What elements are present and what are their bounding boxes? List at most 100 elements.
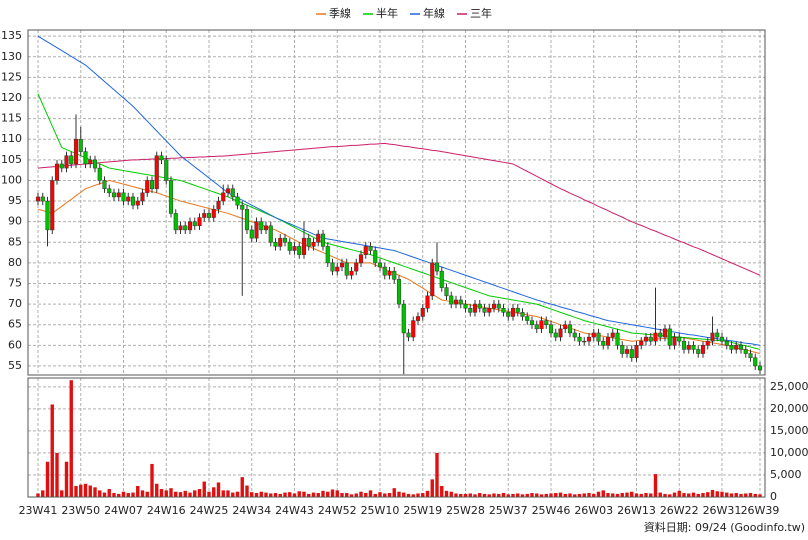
candle-body (710, 332, 715, 342)
volume-bar (216, 482, 221, 497)
volume-bar (64, 461, 69, 497)
volume-bar (606, 493, 610, 497)
volume-bar (620, 493, 624, 497)
volume-bar (615, 493, 620, 497)
candle-body (586, 336, 592, 342)
volume-bar (335, 490, 339, 497)
volume-bar (511, 493, 515, 497)
candle-body (263, 225, 269, 231)
volume-bar (473, 494, 477, 497)
candle-body (69, 155, 74, 165)
candle-body (444, 287, 449, 297)
volume-bar (501, 493, 506, 497)
candle-body (696, 349, 701, 354)
candle-body (64, 155, 69, 169)
volume-bar (625, 492, 629, 497)
candle-body (449, 295, 454, 305)
x-tick-label: 24W07 (104, 504, 143, 517)
candle-body (643, 336, 649, 342)
candle-body (434, 262, 440, 272)
candle-body (240, 204, 245, 210)
volume-bar (79, 484, 83, 497)
candle-body (430, 262, 435, 297)
candle-body (320, 233, 326, 247)
volume-bar (250, 492, 254, 497)
candle-body (525, 316, 530, 321)
candle-body (145, 180, 150, 194)
candle-body (477, 303, 482, 309)
volume-bar (497, 493, 501, 497)
candle-body (572, 332, 577, 338)
volume-bar (387, 493, 392, 497)
volume-bar (221, 490, 225, 497)
volume-bar (359, 491, 363, 497)
candle-body (382, 266, 387, 276)
volume-bar (302, 491, 306, 497)
volume-bar (468, 493, 472, 497)
volume-bar (364, 493, 368, 497)
volume-bar (326, 491, 330, 497)
volume-bar (710, 489, 715, 497)
volume-bar (169, 488, 173, 497)
volume-bar (478, 493, 482, 497)
candle-body (325, 246, 330, 264)
volume-bar (753, 493, 757, 497)
candle-body (648, 336, 653, 342)
volume-bar (254, 493, 259, 497)
volume-bar (544, 493, 548, 497)
volume-bar (240, 477, 244, 497)
volume-bar (145, 491, 149, 497)
candle-body (358, 254, 364, 264)
candle-body (311, 242, 316, 247)
candle-body (615, 332, 620, 346)
candle-body (292, 246, 297, 251)
candle-body (487, 307, 492, 313)
y-tick-label: 130 (1, 50, 22, 63)
volume-bar (587, 493, 591, 497)
volume-bar (454, 493, 458, 497)
x-tick-label: 24W34 (232, 504, 271, 517)
candle-body (73, 138, 79, 165)
volume-bar (178, 492, 183, 497)
volume-bar (131, 492, 135, 497)
y-tick-label: 60 (8, 338, 22, 351)
volume-bar (516, 493, 520, 497)
volume-bar (706, 492, 710, 497)
volume-bar (36, 493, 40, 497)
volume-bar (701, 493, 705, 497)
y-tick-label: 85 (8, 235, 22, 248)
volume-bar (41, 490, 45, 497)
candle-body (97, 167, 102, 181)
candle-body (577, 336, 582, 342)
volume-bar (121, 491, 126, 497)
volume-bar (283, 492, 287, 497)
candle-body (582, 340, 587, 343)
volume-bar (174, 491, 178, 497)
candle-body (563, 324, 568, 330)
candle-body (344, 262, 349, 276)
candle-body (681, 340, 687, 350)
candle-body (45, 200, 50, 231)
volume-bar (696, 493, 700, 497)
y2-tick-label: 25,000 (770, 380, 808, 393)
volume-bar (93, 487, 97, 497)
x-tick-label: 25W28 (446, 504, 485, 517)
volume-bar (117, 493, 121, 497)
volume-bar (74, 485, 78, 497)
candle-body (373, 250, 378, 264)
y-tick-label: 120 (1, 91, 22, 104)
candle-body (330, 262, 335, 272)
volume-bar (530, 493, 534, 497)
candle-body (757, 365, 763, 371)
x-tick-label: 23W50 (61, 504, 100, 517)
x-tick-label: 26W22 (660, 504, 699, 517)
volume-bar (596, 491, 601, 497)
candle-body (178, 225, 183, 231)
candle-body (59, 163, 64, 169)
volume-bar (69, 380, 73, 497)
volume-bar (649, 493, 653, 497)
candle-body (620, 345, 625, 354)
volume-bar (444, 490, 449, 497)
candle-body (705, 340, 710, 346)
candle-body (140, 192, 145, 202)
